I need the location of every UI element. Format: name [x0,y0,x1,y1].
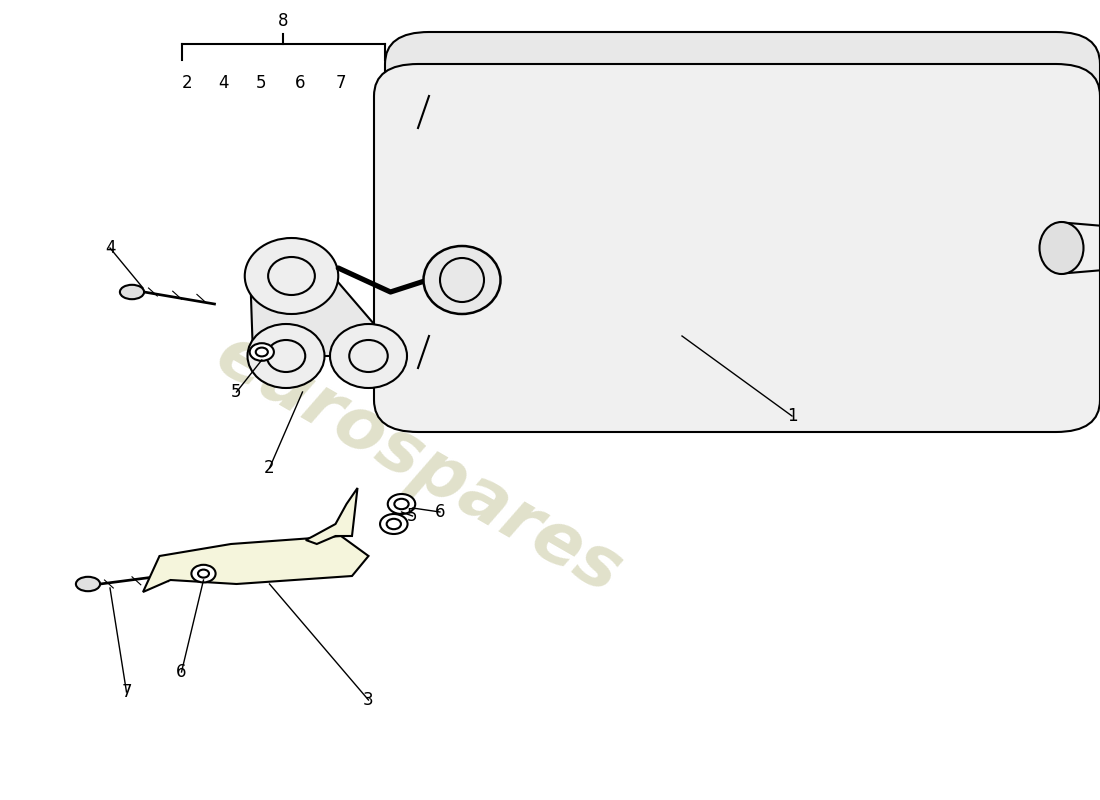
FancyBboxPatch shape [374,64,1100,432]
Text: 6: 6 [434,503,446,521]
Polygon shape [251,276,402,356]
Text: 4: 4 [218,74,229,92]
Ellipse shape [381,514,407,534]
Polygon shape [306,488,358,544]
Text: a passion for parts since 1985: a passion for parts since 1985 [491,199,829,409]
Ellipse shape [244,238,339,314]
Ellipse shape [330,324,407,388]
Text: 5: 5 [407,507,418,525]
Text: 2: 2 [264,459,275,477]
Polygon shape [143,536,368,592]
Ellipse shape [1040,222,1084,274]
Ellipse shape [120,285,144,299]
Text: 2: 2 [182,74,192,92]
Ellipse shape [424,246,500,314]
Text: 6: 6 [295,74,306,92]
Text: 4: 4 [104,239,116,257]
Text: 6: 6 [176,663,187,681]
Text: 1: 1 [786,407,798,425]
Ellipse shape [76,577,100,591]
Ellipse shape [191,565,216,582]
Text: 8: 8 [278,11,288,30]
Ellipse shape [248,324,324,388]
Ellipse shape [250,343,274,361]
Text: eurospares: eurospares [204,320,632,608]
Text: 5: 5 [255,74,266,92]
FancyBboxPatch shape [385,32,1100,400]
Text: 7: 7 [121,683,132,701]
Ellipse shape [387,494,416,514]
Text: 7: 7 [336,74,346,92]
Text: 3: 3 [363,691,374,709]
Text: 5: 5 [231,383,242,401]
